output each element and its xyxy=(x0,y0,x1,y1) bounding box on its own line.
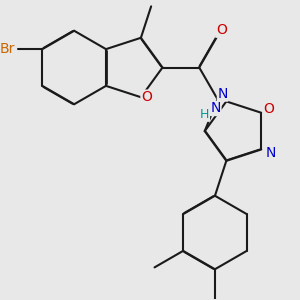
Text: O: O xyxy=(216,23,227,37)
Text: Br: Br xyxy=(0,42,15,56)
Text: O: O xyxy=(141,90,152,104)
Text: H: H xyxy=(200,108,209,121)
Text: N: N xyxy=(211,101,221,116)
Text: N: N xyxy=(218,87,228,101)
Text: N: N xyxy=(265,146,276,160)
Text: O: O xyxy=(263,102,274,116)
